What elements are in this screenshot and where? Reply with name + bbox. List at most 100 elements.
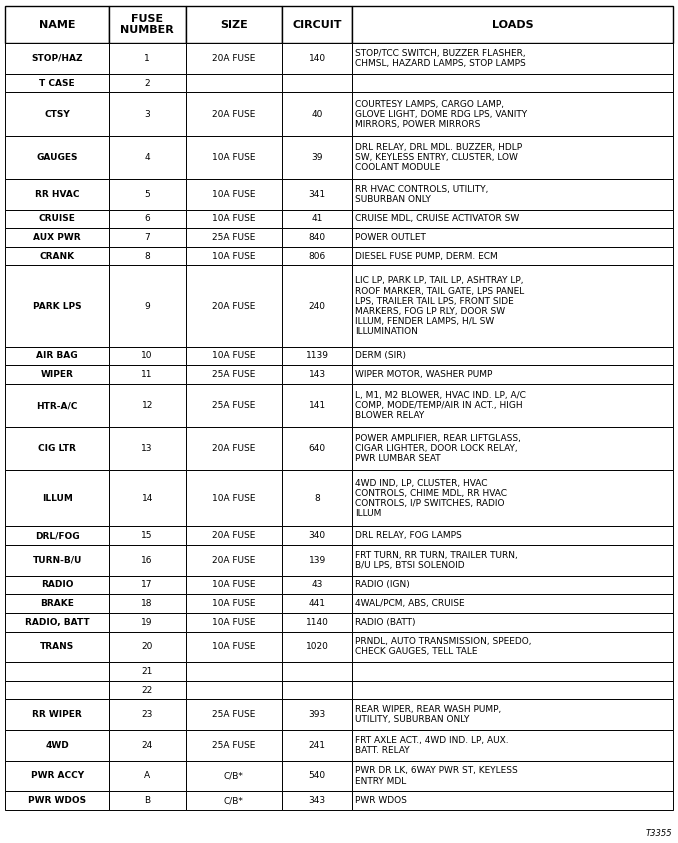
- Text: 141: 141: [308, 401, 326, 410]
- Bar: [186, 136, 282, 179]
- Bar: [282, 6, 353, 43]
- Bar: [282, 228, 353, 247]
- Bar: [186, 210, 282, 228]
- Bar: [353, 6, 673, 43]
- Bar: [109, 594, 186, 613]
- Bar: [353, 792, 673, 810]
- Text: C/B*: C/B*: [224, 796, 244, 805]
- Bar: [109, 93, 186, 136]
- Text: STOP/HAZ: STOP/HAZ: [31, 54, 83, 63]
- Bar: [109, 613, 186, 631]
- Bar: [282, 427, 353, 470]
- Bar: [5, 576, 109, 594]
- Bar: [109, 179, 186, 210]
- Bar: [353, 681, 673, 700]
- Text: T3355: T3355: [646, 829, 673, 838]
- Bar: [282, 545, 353, 576]
- Bar: [109, 365, 186, 384]
- Text: 10A FUSE: 10A FUSE: [212, 642, 256, 652]
- Text: 10A FUSE: 10A FUSE: [212, 599, 256, 608]
- Text: 10A FUSE: 10A FUSE: [212, 352, 256, 361]
- Text: FRT TURN, RR TURN, TRAILER TURN,
B/U LPS, BTSI SOLENOID: FRT TURN, RR TURN, TRAILER TURN, B/U LPS…: [355, 550, 518, 570]
- Text: PWR WDOS: PWR WDOS: [28, 796, 86, 805]
- Text: RADIO (IGN): RADIO (IGN): [355, 581, 410, 589]
- Text: 140: 140: [308, 54, 326, 63]
- Bar: [5, 384, 109, 427]
- Bar: [109, 730, 186, 760]
- Bar: [5, 730, 109, 760]
- Bar: [5, 210, 109, 228]
- Bar: [186, 760, 282, 792]
- Text: CRUISE MDL, CRUISE ACTIVATOR SW: CRUISE MDL, CRUISE ACTIVATOR SW: [355, 214, 519, 223]
- Text: 139: 139: [308, 556, 326, 565]
- Bar: [5, 247, 109, 266]
- Text: DIESEL FUSE PUMP, DERM. ECM: DIESEL FUSE PUMP, DERM. ECM: [355, 252, 498, 260]
- Bar: [5, 179, 109, 210]
- Bar: [282, 700, 353, 730]
- Text: 393: 393: [308, 711, 326, 719]
- Bar: [5, 681, 109, 700]
- Bar: [5, 43, 109, 74]
- Text: DRL RELAY, FOG LAMPS: DRL RELAY, FOG LAMPS: [355, 531, 462, 540]
- Text: 4WD: 4WD: [45, 741, 69, 750]
- Bar: [353, 526, 673, 545]
- Bar: [109, 43, 186, 74]
- Text: RR WIPER: RR WIPER: [33, 711, 82, 719]
- Text: 43: 43: [312, 581, 323, 589]
- Text: LIC LP, PARK LP, TAIL LP, ASHTRAY LP,
ROOF MARKER, TAIL GATE, LPS PANEL
LPS, TRA: LIC LP, PARK LP, TAIL LP, ASHTRAY LP, RO…: [355, 277, 525, 336]
- Text: FUSE
NUMBER: FUSE NUMBER: [120, 14, 174, 35]
- Text: 25A FUSE: 25A FUSE: [212, 370, 256, 379]
- Bar: [282, 526, 353, 545]
- Text: L, M1, M2 BLOWER, HVAC IND. LP, A/C
COMP, MODE/TEMP/AIR IN ACT., HIGH
BLOWER REL: L, M1, M2 BLOWER, HVAC IND. LP, A/C COMP…: [355, 391, 526, 420]
- Text: 15: 15: [142, 531, 153, 540]
- Bar: [109, 470, 186, 526]
- Text: 11: 11: [142, 370, 153, 379]
- Text: FRT AXLE ACT., 4WD IND. LP, AUX.
BATT. RELAY: FRT AXLE ACT., 4WD IND. LP, AUX. BATT. R…: [355, 736, 509, 754]
- Bar: [186, 545, 282, 576]
- Bar: [186, 427, 282, 470]
- Text: 340: 340: [308, 531, 326, 540]
- Text: 23: 23: [142, 711, 153, 719]
- Bar: [282, 730, 353, 760]
- Text: RADIO (BATT): RADIO (BATT): [355, 618, 416, 626]
- Bar: [186, 365, 282, 384]
- Text: PWR WDOS: PWR WDOS: [355, 796, 407, 805]
- Bar: [109, 760, 186, 792]
- Bar: [186, 384, 282, 427]
- Text: 4WD IND, LP, CLUSTER, HVAC
CONTROLS, CHIME MDL, RR HVAC
CONTROLS, I/P SWITCHES, : 4WD IND, LP, CLUSTER, HVAC CONTROLS, CHI…: [355, 479, 507, 518]
- Text: CRANK: CRANK: [39, 252, 75, 260]
- Text: PWR ACCY: PWR ACCY: [31, 771, 83, 781]
- Text: PWR DR LK, 6WAY PWR ST, KEYLESS
ENTRY MDL: PWR DR LK, 6WAY PWR ST, KEYLESS ENTRY MD…: [355, 766, 518, 786]
- Bar: [353, 384, 673, 427]
- Text: REAR WIPER, REAR WASH PUMP,
UTILITY, SUBURBAN ONLY: REAR WIPER, REAR WASH PUMP, UTILITY, SUB…: [355, 706, 502, 724]
- Text: TRANS: TRANS: [40, 642, 75, 652]
- Text: RR HVAC CONTROLS, UTILITY,
SUBURBAN ONLY: RR HVAC CONTROLS, UTILITY, SUBURBAN ONLY: [355, 185, 489, 204]
- Bar: [282, 179, 353, 210]
- Bar: [5, 545, 109, 576]
- Bar: [353, 760, 673, 792]
- Bar: [353, 545, 673, 576]
- Text: AUX PWR: AUX PWR: [33, 233, 81, 242]
- Text: 10A FUSE: 10A FUSE: [212, 581, 256, 589]
- Bar: [353, 210, 673, 228]
- Bar: [5, 760, 109, 792]
- Bar: [353, 346, 673, 365]
- Text: 10A FUSE: 10A FUSE: [212, 190, 256, 199]
- Text: 41: 41: [312, 214, 323, 223]
- Text: GAUGES: GAUGES: [37, 153, 78, 162]
- Bar: [353, 662, 673, 681]
- Text: 540: 540: [308, 771, 326, 781]
- Text: 640: 640: [308, 444, 326, 454]
- Bar: [109, 700, 186, 730]
- Bar: [282, 247, 353, 266]
- Bar: [353, 228, 673, 247]
- Text: 25A FUSE: 25A FUSE: [212, 711, 256, 719]
- Bar: [353, 613, 673, 631]
- Text: TURN-B/U: TURN-B/U: [33, 556, 82, 565]
- Text: 20A FUSE: 20A FUSE: [212, 556, 256, 565]
- Bar: [186, 74, 282, 93]
- Bar: [186, 179, 282, 210]
- Bar: [109, 136, 186, 179]
- Bar: [282, 792, 353, 810]
- Text: A: A: [144, 771, 151, 781]
